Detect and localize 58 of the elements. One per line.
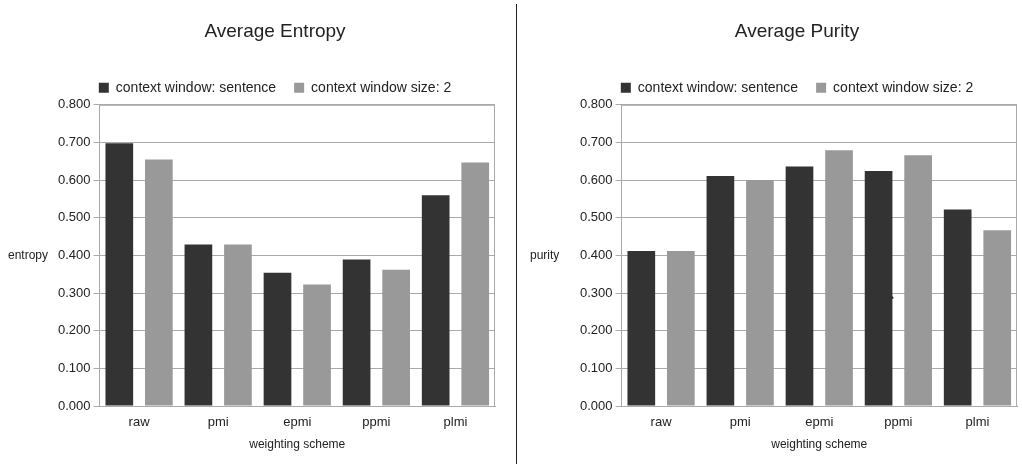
bar (864, 171, 893, 406)
bar (825, 150, 853, 406)
legend-label: context window: sentence (115, 78, 277, 95)
legend-label: context window size: 2 (311, 78, 452, 95)
x-tick-label: epmi (283, 414, 312, 430)
bar (224, 244, 252, 406)
x-tick-label: plmi (965, 414, 990, 430)
bar (667, 250, 695, 406)
y-tick-label: 0.600 (57, 171, 91, 187)
y-tick-label: 0.500 (57, 209, 91, 225)
legend-label: context window: sentence (637, 78, 799, 95)
y-tick-label: 0.100 (57, 359, 91, 375)
y-axis-title: purity (530, 247, 560, 262)
x-axis-title: weighting scheme (248, 437, 346, 452)
bar (263, 272, 292, 406)
y-tick-label: 0.700 (579, 134, 613, 150)
chart-title: Average Purity (734, 19, 860, 41)
y-tick-label: 0.500 (579, 209, 613, 225)
y-tick-label: 0.000 (579, 397, 613, 413)
y-tick-label: 0.800 (579, 96, 613, 112)
x-tick-label: ppmi (884, 414, 913, 430)
y-axis-title: entropy (8, 247, 49, 262)
legend-label: context window size: 2 (833, 78, 974, 95)
y-tick-label: 0.200 (57, 322, 91, 338)
x-axis-title: weighting scheme (770, 437, 868, 452)
y-tick-label: 0.200 (579, 322, 613, 338)
bar (342, 259, 371, 406)
y-tick-label: 0.600 (579, 171, 613, 187)
y-tick-label: 0.000 (57, 397, 91, 413)
x-tick-label: epmi (805, 414, 834, 430)
bar (461, 162, 490, 406)
bar (421, 195, 450, 406)
bar (746, 180, 774, 406)
chart-title: Average Entropy (204, 19, 347, 41)
bar (105, 143, 134, 406)
y-tick-label: 0.300 (57, 284, 91, 300)
bar (706, 175, 735, 406)
bar (303, 284, 331, 406)
x-tick-label: pmi (207, 414, 229, 430)
y-tick-label: 0.700 (57, 134, 91, 150)
bar (382, 269, 410, 406)
y-tick-label: 0.400 (579, 246, 613, 262)
x-tick-label: pmi (729, 414, 751, 430)
y-tick-label: 0.800 (57, 96, 91, 112)
bar (145, 159, 173, 406)
bar (627, 250, 656, 406)
x-tick-label: plmi (443, 414, 468, 430)
bar (943, 209, 972, 406)
x-tick-label: raw (650, 414, 673, 430)
bar (184, 244, 213, 406)
bar (785, 166, 814, 406)
x-tick-label: ppmi (362, 414, 391, 430)
y-tick-label: 0.300 (579, 284, 613, 300)
y-tick-label: 0.100 (579, 359, 613, 375)
bar (904, 155, 932, 406)
y-tick-label: 0.400 (57, 246, 91, 262)
bar (983, 230, 1012, 406)
x-tick-label: raw (128, 414, 151, 430)
